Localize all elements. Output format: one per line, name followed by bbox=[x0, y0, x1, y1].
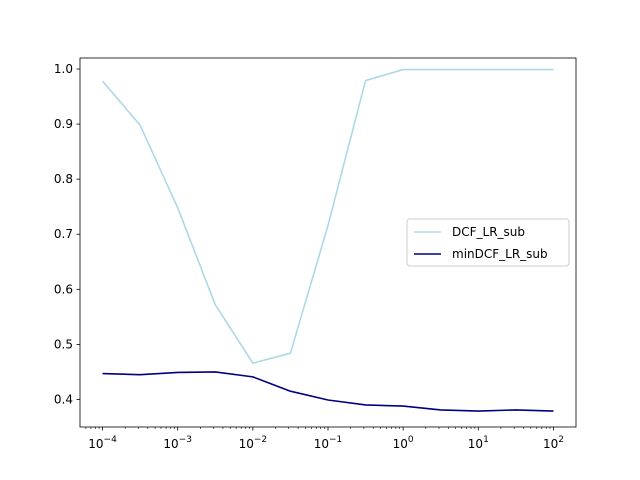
x-tick-label: 10−3 bbox=[163, 435, 192, 451]
legend-label-minDCF_LR_sub: minDCF_LR_sub bbox=[452, 247, 548, 261]
y-tick-label: 0.7 bbox=[54, 227, 73, 241]
x-tick-label: 10−2 bbox=[239, 435, 268, 451]
x-tick-label: 101 bbox=[468, 435, 489, 451]
x-tick-label: 102 bbox=[543, 435, 564, 451]
x-tick-label: 100 bbox=[393, 435, 414, 451]
y-tick-label: 0.9 bbox=[54, 117, 73, 131]
y-tick-label: 1.0 bbox=[54, 62, 73, 76]
legend-label-DCF_LR_sub: DCF_LR_sub bbox=[452, 225, 525, 239]
x-tick-label: 10−1 bbox=[314, 435, 343, 451]
series-line-DCF_LR_sub bbox=[101, 68, 554, 364]
series-line-minDCF_LR_sub bbox=[102, 371, 554, 412]
y-tick-label: 0.6 bbox=[54, 282, 73, 296]
y-tick-label: 0.5 bbox=[54, 337, 73, 351]
axes: 0.4 0.5 0.6 0.7 0.8 0.9 1.0 10−4 10−3 10−2 10−1 100… bbox=[54, 57, 577, 451]
y-tick-label: 0.8 bbox=[54, 172, 73, 186]
legend-box bbox=[406, 218, 570, 267]
x-tick-label: 10−4 bbox=[88, 435, 117, 451]
plot-area bbox=[101, 68, 554, 412]
legend: DCF_LR_sub minDCF_LR_sub bbox=[406, 218, 570, 267]
y-tick-label: 0.4 bbox=[54, 392, 73, 406]
